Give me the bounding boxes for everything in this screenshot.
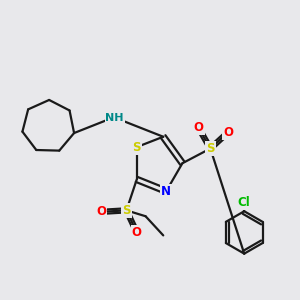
Text: N: N <box>161 185 171 198</box>
Text: S: S <box>206 142 214 155</box>
Text: NH: NH <box>105 112 124 123</box>
Text: O: O <box>96 205 106 218</box>
Text: O: O <box>194 122 204 134</box>
Text: S: S <box>133 141 141 154</box>
Text: O: O <box>132 226 142 239</box>
Text: S: S <box>122 204 131 217</box>
Text: O: O <box>223 126 233 139</box>
Text: Cl: Cl <box>238 196 250 209</box>
